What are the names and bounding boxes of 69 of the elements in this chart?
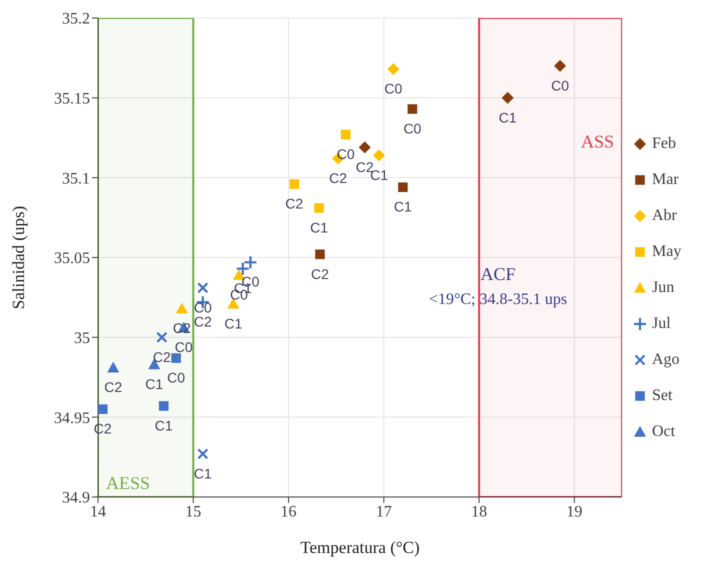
- point: [387, 63, 400, 76]
- data-label: C2: [285, 196, 304, 212]
- legend-label: Jul: [652, 314, 671, 332]
- data-label: C1: [194, 465, 212, 482]
- data-label: C0: [384, 80, 403, 97]
- y-tick-label: 35.15: [54, 90, 90, 108]
- data-label: C0: [403, 120, 422, 136]
- x-tick-label: 19: [566, 503, 582, 520]
- annotation: <19°C; 34.8-35.1 ups: [428, 291, 568, 308]
- point: [243, 255, 258, 270]
- band-label: ASS: [580, 131, 614, 152]
- x-tick-label: 16: [280, 503, 297, 520]
- legend-label: Oct: [652, 422, 676, 440]
- data-label: C2: [152, 348, 171, 365]
- data-label: C1: [154, 417, 173, 434]
- legend-label: May: [652, 242, 682, 260]
- point: [340, 130, 351, 140]
- data-label: C1: [145, 376, 164, 392]
- legend-label: Set: [652, 386, 672, 404]
- point: [158, 401, 169, 411]
- data-label: C1: [498, 109, 517, 126]
- y-tick-label: 34.95: [54, 410, 90, 427]
- y-tick-label: 35: [74, 330, 90, 348]
- legend-label: Abr: [652, 206, 677, 224]
- data-label: C2: [329, 170, 348, 186]
- point: [314, 203, 324, 213]
- data-label: C0: [194, 299, 212, 316]
- data-label: C2: [311, 266, 330, 282]
- point: [554, 60, 566, 72]
- y-axis-title: Salinidad (ups): [9, 206, 28, 310]
- data-label: C1: [310, 219, 328, 236]
- data-label: C1: [224, 315, 242, 332]
- data-label: C0: [167, 370, 186, 386]
- data-label: C1: [394, 198, 412, 215]
- y-tick-label: 35.05: [54, 250, 90, 268]
- annotation: ACF: [480, 264, 516, 284]
- y-tick-label: 35.2: [62, 10, 90, 28]
- x-tick-label: 18: [471, 503, 488, 520]
- point: [373, 149, 386, 162]
- legend-label: Mar: [652, 170, 679, 188]
- x-tick-label: 14: [90, 503, 106, 520]
- y-tick-label: 34.9: [62, 490, 90, 507]
- data-label: C0: [551, 77, 570, 94]
- point: [107, 362, 120, 372]
- point: [358, 141, 371, 154]
- legend-label: Jun: [652, 278, 674, 296]
- x-tick-label: 17: [376, 503, 392, 520]
- point: [98, 404, 108, 414]
- point: [315, 250, 325, 260]
- x-tick-label: 15: [185, 503, 202, 520]
- point: [408, 104, 418, 114]
- legend-label: Ago: [652, 350, 680, 368]
- x-axis-title: Temperatura (°C): [300, 538, 420, 557]
- data-label: C2: [194, 314, 212, 330]
- point: [398, 182, 408, 192]
- point: [197, 448, 208, 460]
- point: [156, 332, 168, 343]
- band-label: AESS: [106, 473, 150, 493]
- data-label: C0: [174, 339, 193, 356]
- data-label: C0: [336, 146, 355, 162]
- point: [289, 179, 300, 189]
- y-tick-label: 35.1: [62, 170, 90, 188]
- point: [197, 282, 208, 294]
- point: [502, 92, 514, 104]
- legend-label: Feb: [652, 134, 676, 152]
- point: [236, 262, 250, 276]
- data-label: C2: [104, 379, 122, 396]
- point: [171, 353, 181, 363]
- point: [176, 302, 188, 314]
